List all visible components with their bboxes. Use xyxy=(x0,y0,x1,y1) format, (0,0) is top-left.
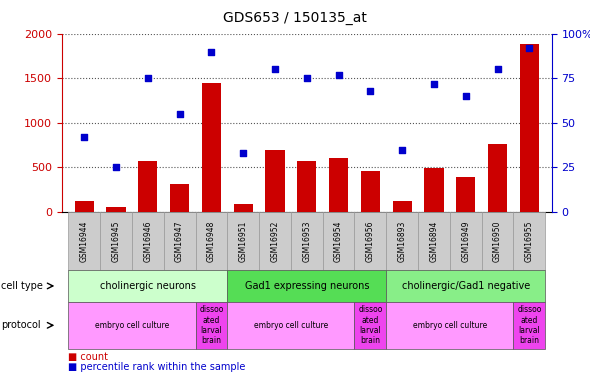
Bar xyxy=(297,161,316,212)
Point xyxy=(175,111,184,117)
Text: GSM16950: GSM16950 xyxy=(493,220,502,262)
Text: cholinergic/Gad1 negative: cholinergic/Gad1 negative xyxy=(402,281,530,291)
Point xyxy=(302,75,312,81)
Text: GSM16949: GSM16949 xyxy=(461,220,470,262)
Bar xyxy=(329,158,348,212)
Point xyxy=(112,164,121,170)
Bar xyxy=(266,150,284,212)
Text: GSM16946: GSM16946 xyxy=(143,220,152,262)
Text: embryo cell culture: embryo cell culture xyxy=(254,321,328,330)
Bar xyxy=(393,201,412,212)
Point xyxy=(206,49,216,55)
Text: embryo cell culture: embryo cell culture xyxy=(95,321,169,330)
Text: GSM16953: GSM16953 xyxy=(302,220,312,262)
Text: GSM16893: GSM16893 xyxy=(398,220,407,262)
Text: dissoo
ated
larval
brain: dissoo ated larval brain xyxy=(199,305,224,345)
Point xyxy=(493,66,502,72)
Text: GSM16945: GSM16945 xyxy=(112,220,120,262)
Point xyxy=(461,93,470,99)
Bar xyxy=(488,144,507,212)
Text: GSM16947: GSM16947 xyxy=(175,220,184,262)
Text: ■ percentile rank within the sample: ■ percentile rank within the sample xyxy=(68,362,245,372)
Text: GSM16951: GSM16951 xyxy=(239,220,248,262)
Text: protocol: protocol xyxy=(1,320,41,330)
Text: Gad1 expressing neurons: Gad1 expressing neurons xyxy=(244,281,369,291)
Bar xyxy=(456,177,476,212)
Bar xyxy=(170,184,189,212)
Bar xyxy=(138,161,158,212)
Text: GSM16956: GSM16956 xyxy=(366,220,375,262)
Bar xyxy=(520,45,539,212)
Bar xyxy=(75,201,94,212)
Bar xyxy=(424,168,444,212)
Text: GSM16894: GSM16894 xyxy=(430,220,438,262)
Point xyxy=(430,81,439,87)
Bar xyxy=(202,83,221,212)
Point xyxy=(143,75,153,81)
Point xyxy=(334,72,343,78)
Text: dissoo
ated
larval
brain: dissoo ated larval brain xyxy=(517,305,542,345)
Point xyxy=(398,147,407,153)
Text: dissoo
ated
larval
brain: dissoo ated larval brain xyxy=(358,305,382,345)
Text: GDS653 / 150135_at: GDS653 / 150135_at xyxy=(223,11,367,25)
Bar xyxy=(234,204,253,212)
Text: ■ count: ■ count xyxy=(68,352,109,362)
Text: GSM16948: GSM16948 xyxy=(207,220,216,262)
Text: embryo cell culture: embryo cell culture xyxy=(413,321,487,330)
Bar xyxy=(361,171,380,212)
Text: GSM16952: GSM16952 xyxy=(270,220,280,262)
Point xyxy=(270,66,280,72)
Text: GSM16955: GSM16955 xyxy=(525,220,534,262)
Point xyxy=(525,45,534,51)
Bar xyxy=(106,207,126,212)
Point xyxy=(80,134,89,140)
Text: cell type: cell type xyxy=(1,281,43,291)
Text: GSM16944: GSM16944 xyxy=(80,220,88,262)
Text: cholinergic neurons: cholinergic neurons xyxy=(100,281,196,291)
Text: GSM16954: GSM16954 xyxy=(334,220,343,262)
Point xyxy=(366,88,375,94)
Point xyxy=(238,150,248,156)
